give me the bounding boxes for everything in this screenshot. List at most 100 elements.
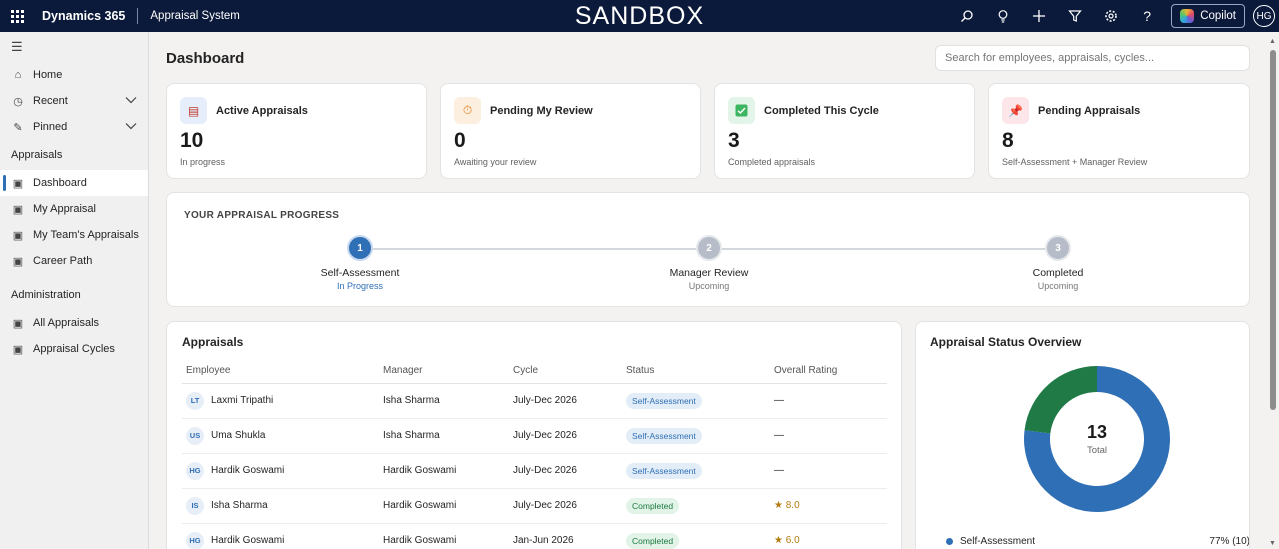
step-number: 1 bbox=[347, 235, 373, 261]
cycle-cell: July-Dec 2026 bbox=[509, 418, 622, 454]
chevron-down-icon[interactable] bbox=[125, 122, 137, 133]
clipboard-icon: ▣ bbox=[12, 255, 24, 268]
sidebar-item-my-appraisal[interactable]: ▣ My Appraisal bbox=[0, 196, 148, 222]
sidebar-item-all-appraisals[interactable]: ▣ All Appraisals bbox=[0, 310, 148, 336]
stat-card-pending-appraisals[interactable]: 📌 Pending Appraisals 8 Self-Assessment +… bbox=[988, 83, 1250, 179]
chevron-down-icon[interactable] bbox=[125, 96, 137, 107]
avatar: US bbox=[186, 426, 204, 445]
status-badge: Completed bbox=[626, 497, 680, 514]
employee-name[interactable]: Uma Shukla bbox=[211, 430, 266, 441]
clipboard-icon: ▣ bbox=[12, 177, 24, 190]
cycle-cell: Jan-Jun 2026 bbox=[509, 523, 622, 549]
stat-value: 10 bbox=[180, 129, 204, 152]
step-number: 2 bbox=[696, 235, 722, 261]
sidebar-item-label: Appraisal Cycles bbox=[33, 343, 115, 355]
progress-step-manager-review: 2 Manager Review Upcoming bbox=[629, 235, 789, 291]
pin-icon: ✎ bbox=[13, 121, 23, 134]
step-label: Self-Assessment bbox=[320, 267, 400, 279]
employee-name[interactable]: Laxmi Tripathi bbox=[211, 395, 274, 406]
rating-cell: ★ 6.0 bbox=[770, 523, 887, 549]
stat-card-active-appraisals[interactable]: ▤ Active Appraisals 10 In progress bbox=[166, 83, 427, 179]
employee-name[interactable]: Hardik Goswami bbox=[211, 465, 285, 476]
donut-total-label: Total bbox=[1086, 445, 1108, 456]
filter-icon[interactable] bbox=[1057, 0, 1093, 32]
legend-value: 77% (10) bbox=[1209, 536, 1250, 547]
donut-slice-self-assessment[interactable] bbox=[1024, 366, 1170, 512]
step-label: Completed bbox=[1032, 267, 1084, 279]
status-donut-chart bbox=[1024, 366, 1170, 512]
employee-name[interactable]: Hardik Goswami bbox=[211, 535, 285, 546]
stat-title: Pending Appraisals bbox=[1038, 105, 1141, 117]
status-badge: Self-Assessment bbox=[626, 462, 702, 479]
step-status: In Progress bbox=[336, 281, 384, 291]
app-name[interactable]: Dynamics 365 bbox=[34, 8, 139, 24]
column-header-status[interactable]: Status bbox=[622, 358, 770, 384]
sidebar-item-label: My Appraisal bbox=[33, 203, 96, 215]
status-overview-card: Appraisal Status Overview 13 Total Self-… bbox=[915, 321, 1250, 549]
donut-center: 13 Total bbox=[1024, 366, 1170, 512]
user-avatar[interactable]: HG bbox=[1253, 5, 1275, 27]
donut-slice-completed[interactable] bbox=[1024, 366, 1097, 434]
sidebar-item-my-teams-appraisals[interactable]: ▣ My Team's Appraisals bbox=[0, 222, 148, 248]
employee-name[interactable]: Isha Sharma bbox=[211, 500, 268, 511]
home-icon: ⌂ bbox=[14, 69, 22, 81]
column-header-employee[interactable]: Employee bbox=[182, 358, 379, 384]
sidebar-item-label: My Team's Appraisals bbox=[33, 229, 139, 241]
cycle-cell: July-Dec 2026 bbox=[509, 453, 622, 489]
lightbulb-icon[interactable] bbox=[985, 0, 1021, 32]
sidebar-item-label: All Appraisals bbox=[33, 317, 100, 329]
column-header-cycle[interactable]: Cycle bbox=[509, 358, 622, 384]
table-row[interactable]: US Uma Shukla Isha Sharma July-Dec 2026 S… bbox=[182, 418, 887, 454]
scrollbar-thumb[interactable] bbox=[1270, 50, 1276, 410]
stat-subtitle: Awaiting your review bbox=[454, 157, 537, 167]
stat-subtitle: Self-Assessment + Manager Review bbox=[1002, 157, 1148, 167]
sidebar-item-label: Recent bbox=[33, 95, 68, 107]
clipboard-icon: ▣ bbox=[12, 229, 24, 242]
table-row[interactable]: HG Hardik Goswami Hardik Goswami Jan-Jun … bbox=[182, 523, 887, 549]
hamburger-menu-icon[interactable]: ☰ bbox=[11, 39, 23, 54]
donut-total: 13 bbox=[1086, 422, 1108, 442]
module-name[interactable]: Appraisal System bbox=[150, 10, 240, 22]
sidebar-item-home[interactable]: ⌂ Home bbox=[0, 62, 148, 88]
legend-item-self-assessment: Self-Assessment 77% (10) bbox=[946, 536, 1250, 547]
avatar: HG bbox=[186, 461, 204, 480]
stat-card-pending-my-review[interactable]: ⏱ Pending My Review 0 Awaiting your revi… bbox=[440, 83, 701, 179]
plus-icon[interactable] bbox=[1021, 0, 1057, 32]
column-header-overall-rating[interactable]: Overall Rating bbox=[770, 358, 887, 384]
column-header-manager[interactable]: Manager bbox=[379, 358, 509, 384]
step-status: Upcoming bbox=[688, 281, 730, 291]
gear-icon[interactable] bbox=[1093, 0, 1129, 32]
rating-cell: — bbox=[770, 383, 887, 419]
clipboard-icon: ▣ bbox=[12, 343, 24, 356]
scroll-up-arrow-icon[interactable]: ▲ bbox=[1269, 38, 1276, 45]
cycle-cell: July-Dec 2026 bbox=[509, 488, 622, 524]
appraisals-table-title: Appraisals bbox=[182, 335, 244, 349]
stat-title: Active Appraisals bbox=[216, 105, 308, 117]
stat-card-completed-this-cycle[interactable]: Completed This Cycle 3 Completed apprais… bbox=[714, 83, 975, 179]
clipboard-icon: ▤ bbox=[180, 97, 207, 124]
page-scrollbar[interactable]: ▲ ▼ bbox=[1266, 32, 1279, 549]
sidebar-item-recent[interactable]: ◷ Recent bbox=[0, 88, 148, 114]
sidebar-item-appraisal-cycles[interactable]: ▣ Appraisal Cycles bbox=[0, 336, 148, 362]
stat-subtitle: Completed appraisals bbox=[728, 157, 816, 167]
appraisals-table-card: Appraisals Employee Manager Cycle Status… bbox=[166, 321, 902, 549]
appraisal-progress-card: YOUR APPRAISAL PROGRESS 1 Self-Assessmen… bbox=[166, 192, 1250, 307]
sidebar-item-pinned[interactable]: ✎ Pinned bbox=[0, 114, 148, 140]
progress-title: YOUR APPRAISAL PROGRESS bbox=[184, 210, 340, 221]
sidebar-item-dashboard[interactable]: ▣ Dashboard bbox=[0, 170, 148, 196]
clock-icon: ◷ bbox=[13, 95, 23, 108]
table-row[interactable]: HG Hardik Goswami Hardik Goswami July-Dec… bbox=[182, 453, 887, 489]
search-icon[interactable] bbox=[949, 0, 985, 32]
table-row[interactable]: LT Laxmi Tripathi Isha Sharma July-Dec 20… bbox=[182, 383, 887, 419]
progress-step-completed: 3 Completed Upcoming bbox=[978, 235, 1138, 291]
table-row[interactable]: IS Isha Sharma Hardik Goswami July-Dec 20… bbox=[182, 488, 887, 524]
scroll-down-arrow-icon[interactable]: ▼ bbox=[1269, 540, 1276, 547]
rating-cell: ★ 8.0 bbox=[770, 488, 887, 524]
app-launcher-icon[interactable] bbox=[0, 0, 34, 32]
sidebar-item-career-path[interactable]: ▣ Career Path bbox=[0, 248, 148, 274]
cycle-cell: July-Dec 2026 bbox=[509, 383, 622, 419]
help-icon[interactable]: ? bbox=[1143, 8, 1152, 24]
search-input[interactable] bbox=[935, 45, 1250, 71]
clipboard-icon: ▣ bbox=[12, 317, 24, 330]
copilot-button[interactable]: Copilot bbox=[1171, 4, 1245, 28]
